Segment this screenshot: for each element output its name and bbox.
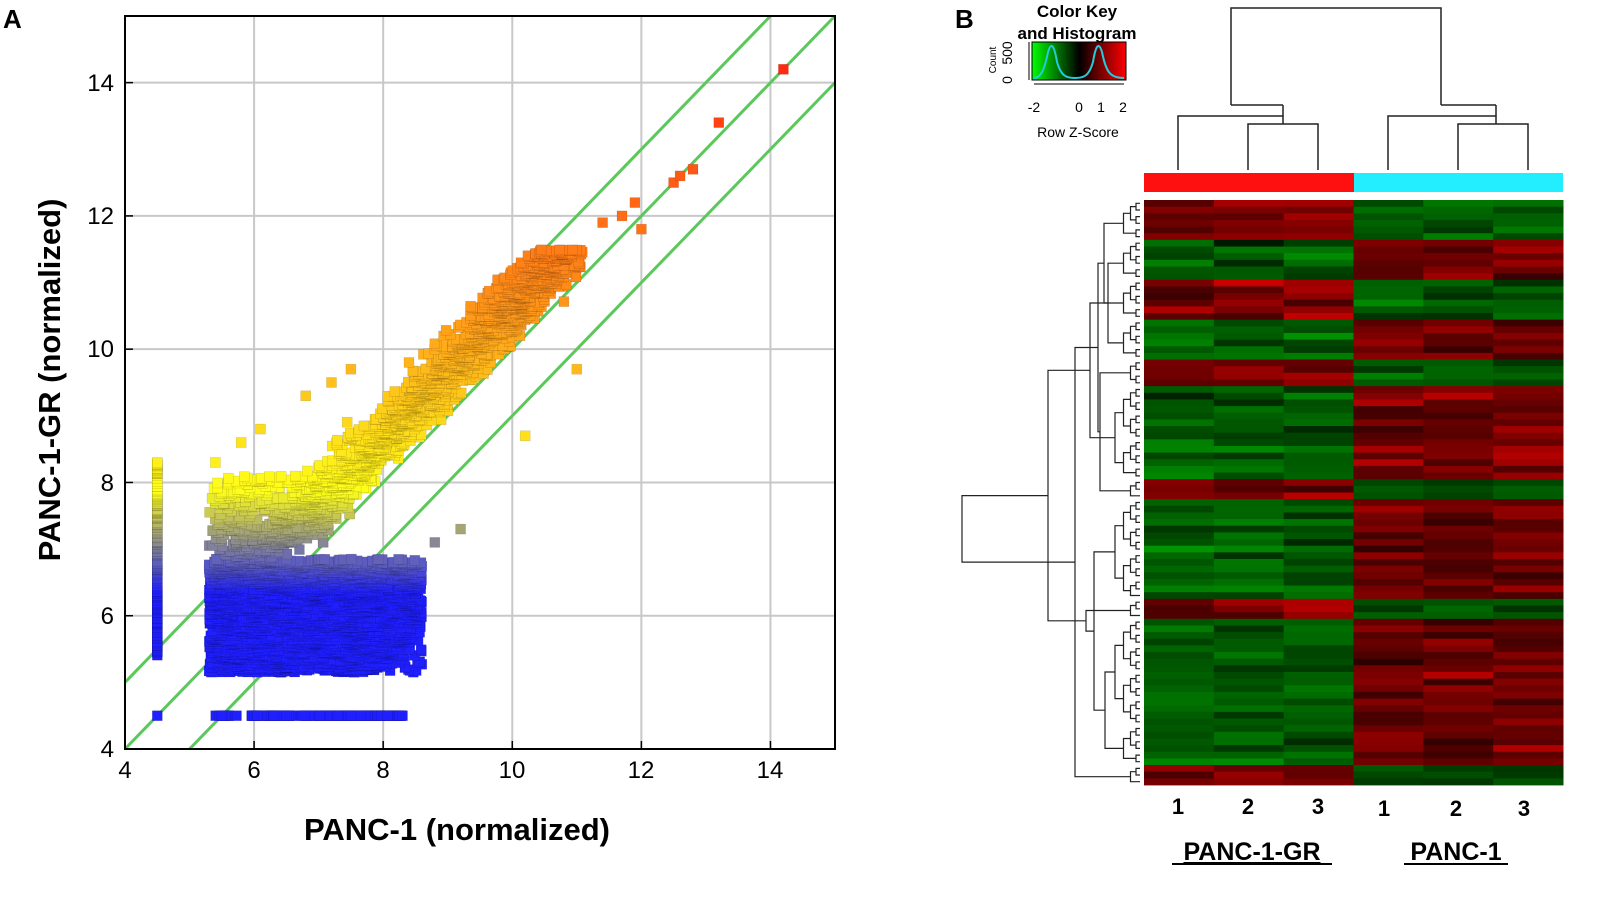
scatter-point — [255, 423, 266, 435]
scatter-point — [216, 710, 228, 721]
scatter-point — [455, 523, 466, 535]
scatter-point — [372, 554, 384, 565]
scatter-point — [278, 492, 289, 504]
scatter-point — [289, 470, 301, 482]
scatter-point — [268, 710, 280, 721]
scatter-point — [465, 300, 476, 312]
scatter-point — [345, 710, 357, 721]
scatter-point — [570, 271, 582, 283]
scatter-point — [393, 554, 404, 565]
scatter-point — [389, 386, 401, 397]
panel-a-letter: A — [3, 4, 22, 34]
scatter-point — [397, 710, 408, 721]
scatter-point — [346, 553, 357, 565]
scatter-point — [300, 390, 311, 402]
scatter-point — [558, 296, 570, 307]
scatter-point — [239, 471, 250, 482]
scatter-point — [212, 477, 223, 489]
scatter-point — [231, 710, 242, 721]
scatter-point — [332, 710, 344, 721]
scatter-point — [210, 457, 221, 468]
scatter-point — [571, 363, 583, 375]
scatter-point — [210, 553, 222, 565]
scatter-point — [429, 537, 441, 548]
scatter-point — [345, 363, 357, 375]
scatter-point — [326, 377, 337, 388]
scatter-point — [414, 656, 425, 668]
scatter-point — [204, 507, 215, 518]
scatter-point — [429, 338, 441, 349]
scatter-point — [281, 710, 292, 721]
scatter-point — [440, 325, 452, 336]
scatter-point — [382, 710, 393, 721]
scatter-point — [355, 710, 366, 721]
scatter-point — [275, 471, 287, 482]
scatter-point — [264, 471, 275, 482]
grid-lines — [125, 16, 835, 749]
scatter-point — [341, 416, 353, 428]
scatter-point — [152, 457, 163, 468]
scatter-point — [519, 430, 531, 442]
scatter-points — [152, 64, 789, 721]
scatter-point — [252, 710, 263, 721]
scatter-point — [332, 434, 343, 446]
scatter-panel — [124, 15, 836, 750]
scatter-point — [299, 710, 310, 721]
scatter-point — [358, 420, 370, 432]
scatter-point — [456, 387, 467, 399]
scatter-point — [152, 710, 163, 721]
scatter-point — [415, 644, 427, 655]
scatter-point — [223, 472, 234, 484]
scatter-point — [302, 465, 313, 477]
scatter-point — [281, 548, 293, 560]
scatter-point — [235, 437, 247, 448]
scatter-point — [319, 554, 331, 565]
scatter-point — [314, 710, 326, 721]
scatter-point — [403, 357, 415, 368]
scatter-point — [409, 555, 421, 566]
